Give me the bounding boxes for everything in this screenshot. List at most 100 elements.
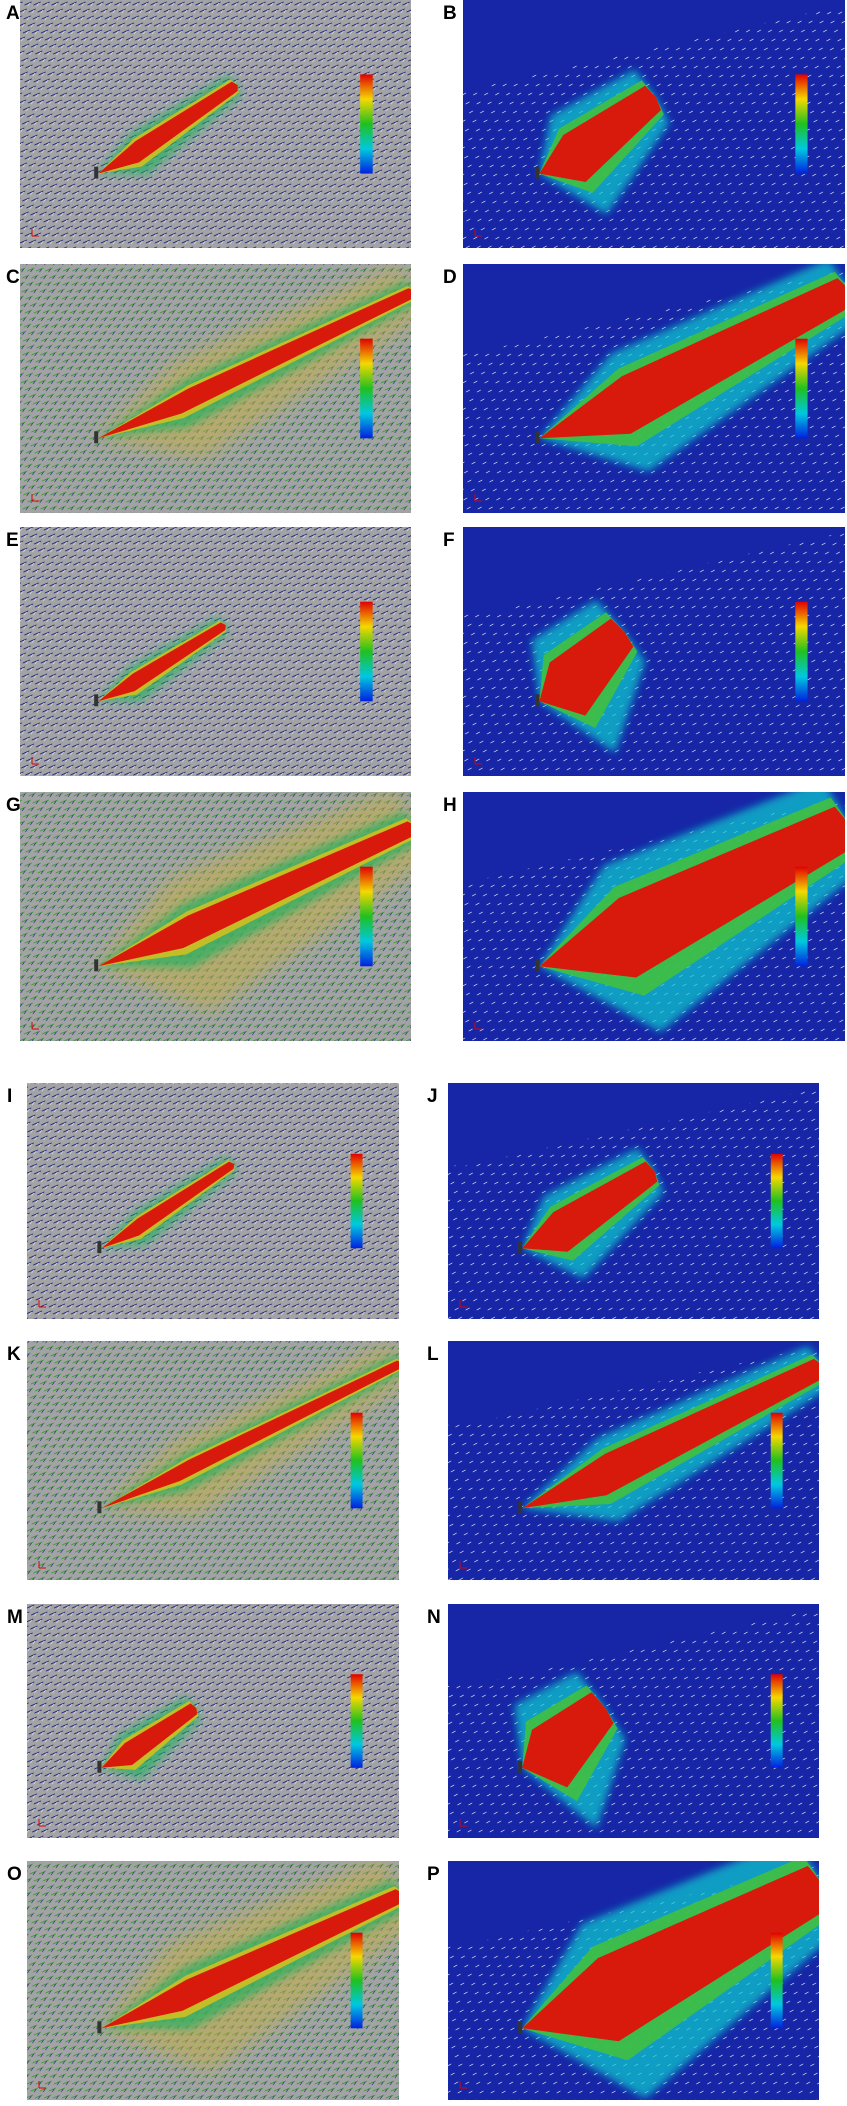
panel-label: D: [443, 267, 457, 288]
axis-triad: [38, 1819, 46, 1827]
panel: O: [7, 1861, 399, 2100]
plume-core: [98, 821, 411, 967]
domain-edge: [463, 264, 845, 352]
color-bar: [770, 1932, 783, 2029]
axis-triad: [459, 1561, 467, 1569]
panel: A: [6, 0, 411, 248]
axis-triad: [38, 1300, 46, 1308]
panel-label: J: [427, 1086, 438, 1107]
panel-image: [27, 1861, 399, 2100]
axis-triad: [38, 1561, 46, 1569]
plume-core: [98, 622, 226, 702]
color-bar: [350, 1153, 363, 1249]
panel-image: [463, 0, 845, 248]
panel: D: [443, 264, 845, 513]
panel: J: [427, 1083, 819, 1319]
background: [20, 527, 411, 776]
panel-image: [463, 792, 845, 1041]
panel: I: [7, 1083, 399, 1319]
axis-triad: [474, 494, 482, 502]
panel-image: [20, 527, 411, 776]
panel-label: C: [6, 267, 20, 288]
panel-image: [20, 792, 411, 1041]
panel: K: [7, 1341, 399, 1580]
plume-core: [522, 1865, 819, 2042]
source: [535, 431, 540, 444]
panel: F: [443, 527, 845, 776]
panel-image: [27, 1341, 399, 1580]
panel-image: [463, 264, 845, 513]
panel-image: [27, 1604, 399, 1838]
panel-image: [448, 1604, 819, 1838]
color-bar: [795, 601, 808, 702]
axis-triad: [474, 1022, 482, 1030]
panel: C: [6, 264, 411, 513]
panel-label: H: [443, 795, 457, 816]
source: [535, 959, 540, 972]
domain-edge: [463, 0, 845, 87]
panel: P: [427, 1861, 819, 2100]
axis-triad: [459, 1300, 467, 1308]
panel-image: [463, 527, 845, 776]
axis-triad: [38, 2081, 46, 2089]
color-bar: [795, 866, 808, 967]
panel-label: G: [6, 795, 21, 816]
panel-label: P: [427, 1864, 440, 1885]
panel-label: A: [6, 3, 20, 24]
domain-edge: [448, 1604, 819, 1686]
panel-image: [20, 0, 411, 248]
panel-image: [448, 1341, 819, 1580]
color-bar: [360, 866, 373, 967]
panel-label: B: [443, 3, 457, 24]
plume-core: [101, 1703, 198, 1768]
domain-edge: [463, 527, 845, 615]
source: [97, 1760, 102, 1773]
panel: G: [6, 792, 411, 1041]
background: [20, 0, 411, 248]
source: [518, 1501, 523, 1514]
plume-core: [539, 85, 662, 183]
panel-label: K: [7, 1344, 21, 1365]
plume-core: [101, 1360, 399, 1509]
panel: L: [427, 1341, 819, 1580]
source: [535, 166, 540, 179]
domain-edge: [448, 1341, 819, 1425]
domain-edge: [448, 1083, 819, 1166]
plume-core: [522, 1161, 658, 1252]
panel: M: [7, 1604, 399, 1838]
axis-triad: [459, 2081, 467, 2089]
source: [97, 1501, 102, 1514]
panel-label: O: [7, 1864, 22, 1885]
panel: N: [427, 1604, 819, 1838]
panel-image: [448, 1083, 819, 1319]
panel: H: [443, 792, 845, 1041]
source: [518, 2021, 523, 2034]
plume-core: [101, 1889, 399, 2029]
color-bar: [360, 601, 373, 702]
source: [535, 694, 540, 707]
color-bar: [360, 74, 373, 174]
source: [94, 166, 99, 179]
source: [97, 1241, 102, 1254]
panel-label: N: [427, 1607, 441, 1628]
plume-core: [539, 278, 845, 439]
axis-triad: [31, 494, 39, 502]
panel-image: [20, 264, 411, 513]
color-bar: [795, 74, 808, 174]
panel-label: F: [443, 530, 455, 551]
panel-label: I: [7, 1086, 12, 1107]
plume-core: [98, 288, 411, 439]
axis-triad: [31, 1022, 39, 1030]
axis-triad: [459, 1819, 467, 1827]
axis-triad: [474, 229, 482, 237]
color-bar: [360, 338, 373, 439]
source: [518, 1760, 523, 1773]
color-bar: [795, 338, 808, 439]
background: [27, 1083, 399, 1319]
plume-core: [101, 1161, 235, 1249]
color-bar: [770, 1412, 783, 1509]
color-bar: [770, 1674, 783, 1768]
plume-core: [539, 618, 634, 716]
source: [518, 1241, 523, 1254]
